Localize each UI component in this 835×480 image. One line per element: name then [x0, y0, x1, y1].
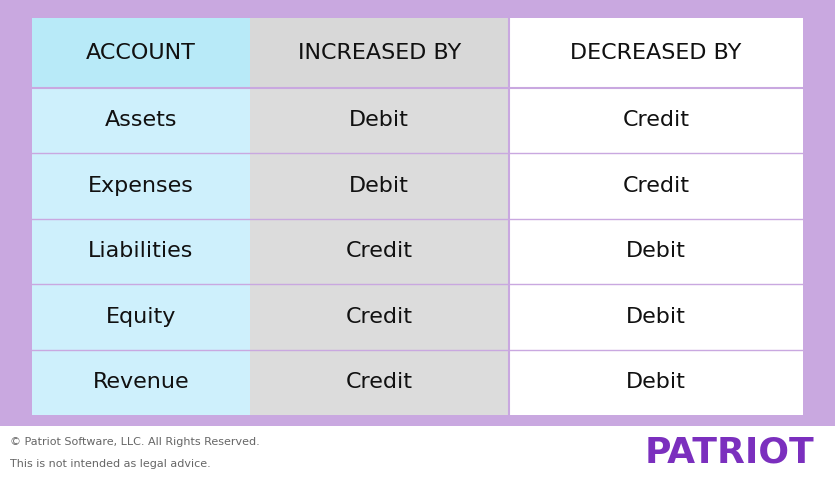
Bar	[509, 88, 803, 153]
Bar	[250, 18, 509, 88]
Text: Credit: Credit	[346, 372, 412, 393]
Bar	[250, 350, 509, 415]
Text: Credit: Credit	[622, 176, 690, 196]
Bar	[0, 415, 835, 426]
Bar	[32, 18, 803, 415]
Bar	[509, 219, 803, 284]
Text: This is not intended as legal advice.: This is not intended as legal advice.	[10, 459, 210, 469]
Bar	[32, 153, 250, 219]
Text: ACCOUNT: ACCOUNT	[86, 43, 196, 63]
Bar	[0, 415, 835, 480]
Bar	[250, 88, 509, 153]
Bar	[509, 153, 803, 219]
Text: Debit: Debit	[626, 307, 686, 327]
Text: Liabilities: Liabilities	[89, 241, 194, 262]
Text: INCREASED BY: INCREASED BY	[298, 43, 461, 63]
Bar	[250, 284, 509, 350]
Text: Expenses: Expenses	[88, 176, 194, 196]
Bar	[509, 18, 803, 88]
Text: Equity: Equity	[106, 307, 176, 327]
Text: Credit: Credit	[622, 110, 690, 131]
Text: Debit: Debit	[349, 176, 409, 196]
Text: DECREASED BY: DECREASED BY	[570, 43, 741, 63]
Text: Assets: Assets	[104, 110, 177, 131]
Text: © Patriot Software, LLC. All Rights Reserved.: © Patriot Software, LLC. All Rights Rese…	[10, 437, 260, 447]
Bar	[32, 284, 250, 350]
Bar	[509, 350, 803, 415]
Bar	[32, 219, 250, 284]
Text: Debit: Debit	[349, 110, 409, 131]
Text: Credit: Credit	[346, 241, 412, 262]
Text: Debit: Debit	[626, 372, 686, 393]
Text: Credit: Credit	[346, 307, 412, 327]
Text: Revenue: Revenue	[93, 372, 190, 393]
Bar	[32, 88, 250, 153]
Bar	[250, 219, 509, 284]
Bar	[250, 153, 509, 219]
Text: PATRIOT: PATRIOT	[645, 436, 814, 470]
Bar	[32, 350, 250, 415]
Bar	[32, 18, 250, 88]
Text: Debit: Debit	[626, 241, 686, 262]
Bar	[509, 284, 803, 350]
